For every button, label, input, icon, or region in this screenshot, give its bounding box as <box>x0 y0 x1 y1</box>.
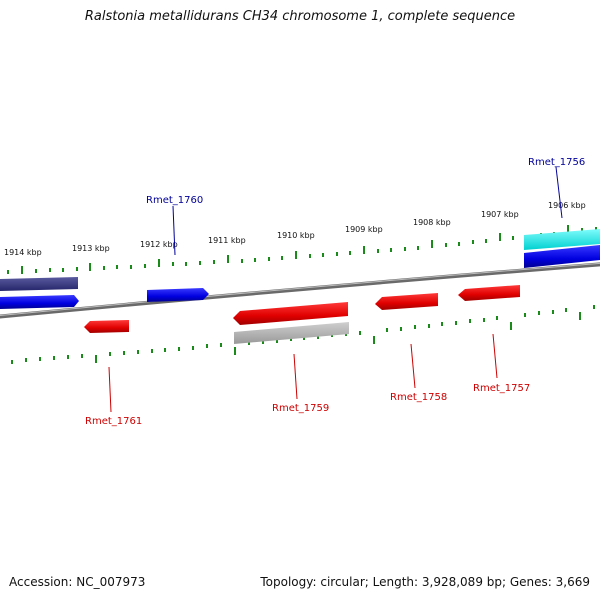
leader-line-rmet-1758 <box>410 343 416 389</box>
leader-line-rmet-1756 <box>555 166 563 219</box>
map-title: Ralstonia metallidurans CH34 chromosome … <box>84 9 516 24</box>
kbp-label-1908: 1908 kbp <box>413 218 451 227</box>
kbp-label-1909: 1909 kbp <box>345 225 383 234</box>
gene-rmet-1761[interactable] <box>84 320 129 333</box>
gene-label-rmet-1759[interactable]: Rmet_1759 <box>272 403 329 414</box>
gene-label-rmet-1761[interactable]: Rmet_1761 <box>85 416 142 427</box>
gene-label-rmet-1760[interactable]: Rmet_1760 <box>146 195 203 206</box>
gene-rmet-1758[interactable] <box>375 293 438 310</box>
leader-line-rmet-1760 <box>172 205 176 256</box>
gene-rmet-1757[interactable] <box>458 285 520 301</box>
gray-feature-lower[interactable] <box>234 322 349 344</box>
gene-label-rmet-1757[interactable]: Rmet_1757 <box>473 383 530 394</box>
kbp-label-1906: 1906 kbp <box>548 201 586 210</box>
chromosome-backbone <box>0 262 600 319</box>
kbp-label-1907: 1907 kbp <box>481 210 519 219</box>
cyan-feature-right[interactable] <box>524 229 600 250</box>
leader-line-rmet-1759 <box>293 353 298 400</box>
accession-text: Accession: NC_007973 <box>9 575 146 589</box>
gene-rmet-1756[interactable] <box>524 245 600 268</box>
chromosome-backbone-highlight <box>0 262 600 317</box>
gene-label-rmet-1756[interactable]: Rmet_1756 <box>528 157 585 168</box>
leader-line-rmet-1761 <box>108 366 112 413</box>
kbp-label-1914: 1914 kbp <box>4 248 42 257</box>
upper-tick-ruler <box>7 225 597 274</box>
kbp-label-1910: 1910 kbp <box>277 231 315 240</box>
summary-text: Topology: circular; Length: 3,928,089 bp… <box>260 575 590 589</box>
kbp-label-1911: 1911 kbp <box>208 236 246 245</box>
kbp-label-1913: 1913 kbp <box>72 244 110 253</box>
kbp-label-1912: 1912 kbp <box>140 240 178 249</box>
dark-feature-left[interactable] <box>0 277 78 291</box>
gene-rmet-1759[interactable] <box>233 302 348 325</box>
gene-label-rmet-1758[interactable]: Rmet_1758 <box>390 392 447 403</box>
gene-rmet-1760[interactable] <box>147 288 209 302</box>
leader-line-rmet-1757 <box>492 333 498 379</box>
gene-left-forward[interactable] <box>0 295 79 309</box>
